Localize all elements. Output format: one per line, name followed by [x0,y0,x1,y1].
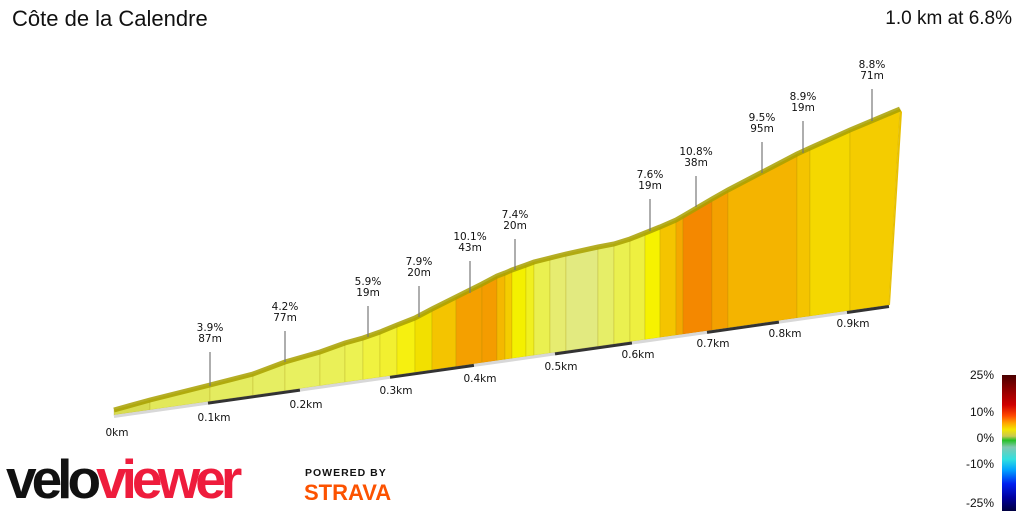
grade-band [675,215,684,336]
strava-logo: STRAVA [304,480,392,505]
km-tick-label: 0.8km [768,328,801,340]
grade-band [481,275,498,364]
segment-annotation: 7.4%20m [502,209,529,270]
svg-text:38m: 38m [684,157,708,169]
svg-text:20m: 20m [407,267,431,279]
svg-text:7.9%: 7.9% [406,256,433,268]
segment-annotation: 9.5%95m [749,112,776,173]
svg-text:3.9%: 3.9% [197,322,224,334]
segment-annotation: 3.9%87m [197,322,224,386]
svg-text:5.9%: 5.9% [355,276,382,288]
svg-text:8.8%: 8.8% [859,59,886,71]
km-tick-label: 0.2km [289,399,322,411]
veloviewer-logo: veloviewer [6,452,242,507]
grade-band [796,147,811,319]
km-tick-label: 0.5km [544,361,577,373]
svg-text:20m: 20m [503,220,527,232]
logo-velo: velo [6,448,101,510]
grade-band [613,238,631,345]
segment-annotation: 10.1%43m [453,231,487,293]
km-tick-label: 0.9km [836,318,869,330]
km-tick-label: 0.4km [463,373,496,385]
legend-label-10: 10% [969,405,994,419]
grade-band [682,198,713,335]
svg-text:19m: 19m [638,180,662,192]
grade-band [504,269,513,360]
grade-bands [113,108,902,416]
grade-band [565,246,599,352]
segment-annotations: 3.9%87m4.2%77m5.9%19m7.9%20m10.1%43m7.4%… [197,59,886,386]
km-axis-labels: 0km 0.1km 0.2km 0.3km 0.4km 0.5km 0.6km 0.7km 0.… [106,318,870,439]
logo-viewer: viewer [96,448,242,510]
segment-annotation: 10.8%38m [679,146,713,207]
km-tick-label: 0.7km [696,338,729,350]
km-tick-label: 0.1km [197,412,230,424]
svg-text:19m: 19m [356,287,380,299]
grade-band [511,264,527,359]
segment-annotation: 5.9%19m [355,276,382,337]
segment-annotation: 8.9%19m [790,91,817,153]
svg-text:77m: 77m [273,312,297,324]
svg-text:4.2%: 4.2% [272,301,299,313]
distance-baseline [113,305,890,418]
powered-by-text: POWERED BY [305,467,387,479]
legend-label-0: 0% [976,431,994,445]
gradient-color-scale [1002,375,1016,511]
grade-band [629,232,646,343]
grade-band [525,261,535,357]
km-tick-label: 0.6km [621,349,654,361]
km-tick-label: 0km [106,427,129,439]
grade-band [659,219,677,338]
grade-band [496,272,506,362]
svg-text:7.6%: 7.6% [637,169,664,181]
svg-text:10.1%: 10.1% [453,231,486,243]
legend-label-max: 25% [969,368,994,382]
svg-text:9.5%: 9.5% [749,112,776,124]
svg-text:71m: 71m [860,70,884,82]
grade-band [711,189,729,331]
grade-band [849,108,901,311]
svg-text:43m: 43m [458,242,482,254]
grade-band [809,129,851,317]
legend-label-min: -25% [965,496,994,510]
climb-title: Côte de la Calendre [12,6,208,31]
km-tick-label: 0.3km [379,385,412,397]
segment-annotation: 4.2%77m [272,301,299,362]
grade-band [533,257,551,356]
grade-band [549,253,567,354]
climb-summary: 1.0 km at 6.8% [885,8,1012,29]
segment-annotation: 8.8%71m [859,59,886,121]
svg-text:10.8%: 10.8% [679,146,712,158]
grade-band [597,243,615,347]
profile-ridge [113,106,901,413]
svg-text:7.4%: 7.4% [502,209,529,221]
svg-text:87m: 87m [198,333,222,345]
grade-band [727,153,798,329]
svg-text:95m: 95m [750,123,774,135]
svg-text:19m: 19m [791,102,815,114]
grade-band [644,226,661,341]
segment-annotation: 7.9%20m [406,256,433,317]
svg-text:8.9%: 8.9% [790,91,817,103]
legend-label-neg10: -10% [965,457,994,471]
segment-annotation: 7.6%19m [637,169,664,231]
